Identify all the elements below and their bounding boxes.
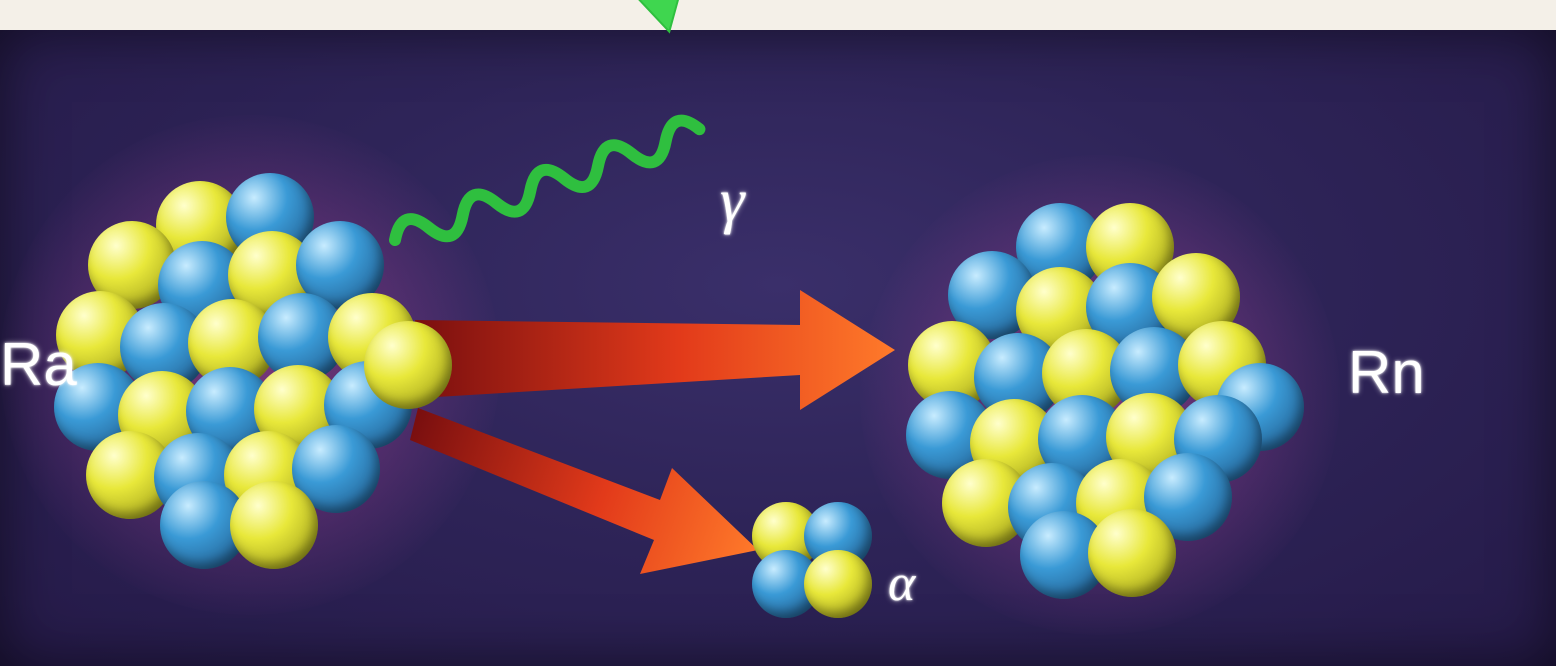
proton bbox=[804, 550, 872, 618]
arrow-to-alpha bbox=[410, 408, 758, 574]
proton bbox=[1088, 509, 1176, 597]
gamma-wave bbox=[341, 0, 741, 254]
arrow-to-rn bbox=[415, 290, 895, 410]
diagram-plate: Ra Rn γ α bbox=[0, 30, 1556, 666]
label-ra: Ra bbox=[0, 330, 77, 399]
label-gamma: γ bbox=[720, 166, 744, 237]
proton bbox=[230, 481, 318, 569]
label-rn: Rn bbox=[1348, 338, 1425, 407]
label-alpha: α bbox=[888, 554, 915, 613]
proton bbox=[364, 321, 452, 409]
